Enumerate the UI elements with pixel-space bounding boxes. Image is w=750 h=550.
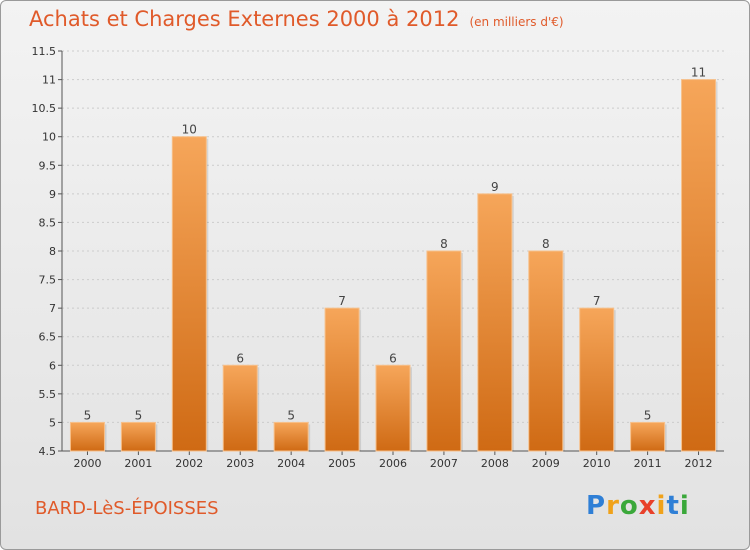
data-label: 6 bbox=[389, 351, 397, 365]
bar-2002 bbox=[171, 136, 207, 452]
labels: 5 2000 5 2001 10 2002 6 2003 5 2004 7 2005 6 2006 8 200… bbox=[73, 66, 712, 470]
y-tick-label: 4.5 bbox=[39, 445, 57, 458]
data-label: 10 bbox=[182, 123, 197, 137]
data-label: 6 bbox=[236, 351, 244, 365]
x-tick-label: 2004 bbox=[277, 457, 305, 470]
data-label: 8 bbox=[542, 237, 550, 251]
x-tick-label: 2011 bbox=[634, 457, 662, 470]
x-tick-label: 2007 bbox=[430, 457, 458, 470]
axes: 4.5 5 5.5 6 6.5 7 7.5 8 8.5 9 9.5 10 10.5 11 11.5 bbox=[32, 45, 724, 458]
data-label: 9 bbox=[491, 180, 499, 194]
data-label: 5 bbox=[287, 408, 295, 422]
logo-letter: r bbox=[606, 491, 620, 521]
chart-unit: (en milliers d'€) bbox=[469, 15, 564, 29]
y-tick-label: 9.5 bbox=[39, 159, 57, 172]
y-tick-label: 10 bbox=[42, 131, 56, 144]
commune-name: BARD-LèS-ÉPOISSES bbox=[35, 498, 219, 519]
logo-letter: i bbox=[679, 491, 690, 521]
bars bbox=[69, 79, 718, 452]
bar-2009 bbox=[528, 250, 564, 452]
data-label: 5 bbox=[644, 408, 652, 422]
x-tick-label: 2010 bbox=[583, 457, 611, 470]
bar-2007 bbox=[426, 250, 462, 452]
data-label: 11 bbox=[691, 66, 706, 80]
x-tick-label: 2012 bbox=[685, 457, 713, 470]
y-tick-label: 6.5 bbox=[39, 331, 57, 344]
y-tick-label: 5 bbox=[49, 416, 56, 429]
bar-2004 bbox=[273, 421, 309, 452]
bar-2012 bbox=[681, 79, 717, 452]
chart-title: Achats et Charges Externes 2000 à 2012 bbox=[29, 7, 460, 31]
x-tick-label: 2002 bbox=[175, 457, 203, 470]
x-tick-label: 2001 bbox=[124, 457, 152, 470]
y-tick-label: 8 bbox=[49, 245, 56, 258]
y-tick-label: 6 bbox=[49, 359, 56, 372]
logo-letter: P bbox=[586, 491, 607, 521]
title-row: Achats et Charges Externes 2000 à 2012 (e… bbox=[29, 7, 564, 31]
logo-letter: t bbox=[666, 491, 680, 521]
bar-2001 bbox=[120, 421, 156, 452]
x-tick-label: 2009 bbox=[532, 457, 560, 470]
y-tick-label: 9 bbox=[49, 188, 56, 201]
data-label: 7 bbox=[593, 294, 601, 308]
data-label: 5 bbox=[135, 408, 143, 422]
data-label: 8 bbox=[440, 237, 448, 251]
y-tick-label: 7 bbox=[49, 302, 56, 315]
y-tick-label: 5.5 bbox=[39, 388, 57, 401]
y-tick-label: 11.5 bbox=[32, 45, 57, 58]
bar-2006 bbox=[375, 364, 411, 452]
logo-letter: o bbox=[619, 491, 639, 521]
x-tick-label: 2003 bbox=[226, 457, 254, 470]
y-tick-label: 7.5 bbox=[39, 274, 57, 287]
bar-2011 bbox=[630, 421, 666, 452]
data-label: 5 bbox=[84, 408, 92, 422]
x-tick-label: 2006 bbox=[379, 457, 407, 470]
x-tick-label: 2008 bbox=[481, 457, 509, 470]
bar-2003 bbox=[222, 364, 258, 452]
y-tick-label: 11 bbox=[42, 74, 56, 87]
x-tick-label: 2000 bbox=[73, 457, 101, 470]
bar-2000 bbox=[69, 421, 105, 452]
x-tick-label: 2005 bbox=[328, 457, 356, 470]
bar-2010 bbox=[579, 307, 615, 452]
proxiti-logo[interactable]: Proxiti bbox=[586, 491, 690, 521]
logo-letter: x bbox=[638, 491, 657, 521]
y-tick-label: 10.5 bbox=[32, 102, 57, 115]
bar-2008 bbox=[477, 193, 513, 452]
bar-2005 bbox=[324, 307, 360, 452]
logo-letter: i bbox=[656, 491, 667, 521]
y-tick-label: 8.5 bbox=[39, 216, 57, 229]
data-label: 7 bbox=[338, 294, 346, 308]
